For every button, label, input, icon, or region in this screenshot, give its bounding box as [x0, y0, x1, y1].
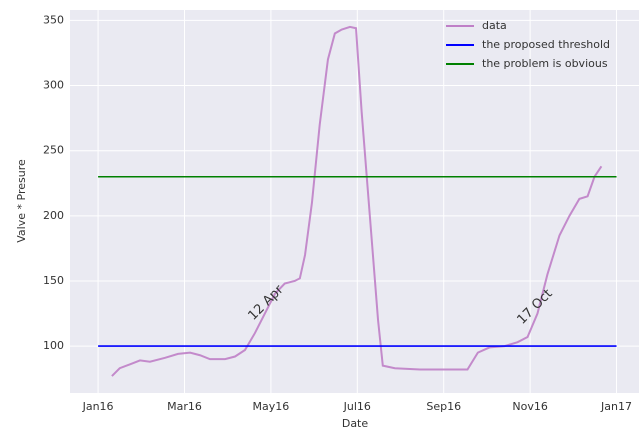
x-tick-label: Jan16	[82, 400, 114, 413]
legend-label: data	[482, 19, 507, 32]
y-tick-label: 300	[43, 79, 64, 92]
y-axis-label: Valve * Presure	[15, 159, 28, 243]
legend-label: the proposed threshold	[482, 38, 610, 51]
x-axis-label: Date	[342, 417, 369, 430]
x-tick-label: Sep16	[426, 400, 461, 413]
plot-background	[70, 10, 639, 393]
y-tick-label: 350	[43, 13, 64, 26]
x-tick-label: Mar16	[167, 400, 202, 413]
y-tick-label: 150	[43, 274, 64, 287]
y-tick-label: 250	[43, 144, 64, 157]
y-tick-label: 200	[43, 209, 64, 222]
legend-label: the problem is obvious	[482, 57, 608, 70]
x-tick-label: Jul16	[343, 400, 371, 413]
x-tick-label: Nov16	[512, 400, 547, 413]
line	[111, 25, 603, 377]
x-tick-label: Jan17	[600, 400, 632, 413]
x-tick-label: May16	[253, 400, 290, 413]
y-tick-label: 100	[43, 339, 64, 352]
